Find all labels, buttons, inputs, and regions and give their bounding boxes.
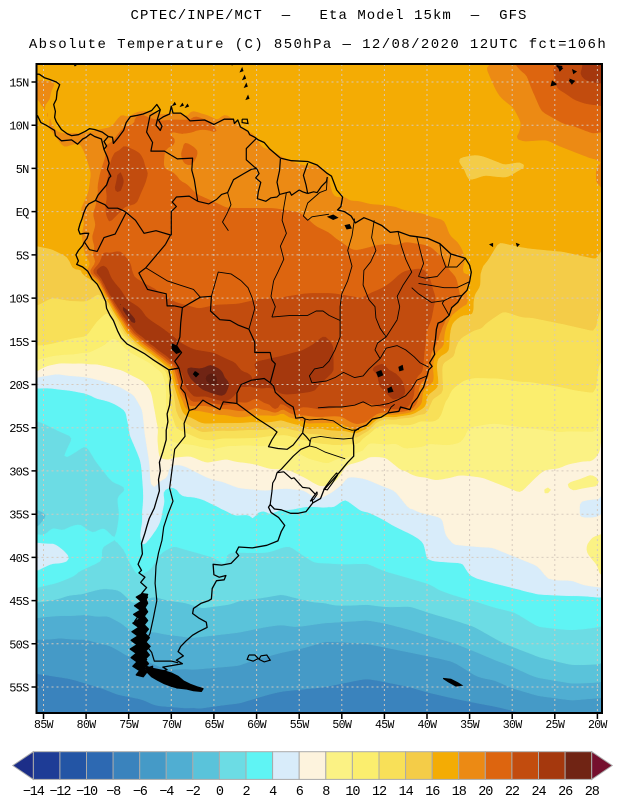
svg-text:6: 6 bbox=[296, 785, 304, 800]
svg-text:5S: 5S bbox=[16, 249, 29, 263]
svg-text:−10: −10 bbox=[76, 785, 98, 800]
svg-text:40S: 40S bbox=[9, 552, 29, 566]
svg-text:22: 22 bbox=[505, 785, 520, 800]
svg-text:Absolute Temperature (C) 850hP: Absolute Temperature (C) 850hPa — 12/08/… bbox=[29, 37, 607, 53]
svg-text:10S: 10S bbox=[9, 293, 29, 307]
svg-text:70W: 70W bbox=[162, 719, 182, 732]
svg-text:30S: 30S bbox=[9, 465, 29, 479]
svg-text:2: 2 bbox=[242, 785, 250, 800]
svg-text:80W: 80W bbox=[77, 719, 97, 732]
svg-text:65W: 65W bbox=[204, 719, 224, 732]
svg-text:5N: 5N bbox=[16, 163, 29, 177]
svg-text:10N: 10N bbox=[9, 120, 29, 134]
svg-text:4: 4 bbox=[269, 785, 277, 800]
svg-text:50W: 50W bbox=[332, 719, 352, 732]
svg-text:−4: −4 bbox=[159, 785, 174, 800]
svg-text:−6: −6 bbox=[133, 785, 148, 800]
svg-text:12: 12 bbox=[372, 785, 387, 800]
svg-text:75W: 75W bbox=[119, 719, 139, 732]
svg-text:−14: −14 bbox=[23, 785, 45, 800]
svg-text:45W: 45W bbox=[375, 719, 395, 732]
svg-text:40W: 40W bbox=[418, 719, 438, 732]
svg-text:24: 24 bbox=[531, 785, 546, 800]
svg-text:30W: 30W bbox=[503, 719, 523, 732]
svg-text:8: 8 bbox=[322, 785, 330, 800]
svg-text:0: 0 bbox=[216, 785, 224, 800]
svg-text:20: 20 bbox=[478, 785, 493, 800]
svg-text:28: 28 bbox=[585, 785, 600, 800]
svg-text:20W: 20W bbox=[588, 719, 608, 732]
svg-text:−8: −8 bbox=[106, 785, 121, 800]
svg-text:CPTEC/INPE/MCT — Eta Model: CPTEC/INPE/MCT — Eta Model 15km — GFS bbox=[131, 8, 528, 24]
svg-text:−2: −2 bbox=[186, 785, 201, 800]
svg-text:45S: 45S bbox=[9, 595, 29, 609]
svg-text:20S: 20S bbox=[9, 379, 29, 393]
svg-text:18: 18 bbox=[452, 785, 467, 800]
svg-text:−12: −12 bbox=[49, 785, 71, 800]
svg-text:26: 26 bbox=[558, 785, 573, 800]
svg-text:60W: 60W bbox=[247, 719, 267, 732]
svg-text:15S: 15S bbox=[9, 336, 29, 350]
svg-text:25S: 25S bbox=[9, 422, 29, 436]
svg-text:25W: 25W bbox=[545, 719, 565, 732]
svg-text:85W: 85W bbox=[34, 719, 54, 732]
svg-text:16: 16 bbox=[425, 785, 440, 800]
svg-text:EQ: EQ bbox=[16, 206, 29, 220]
svg-text:55W: 55W bbox=[290, 719, 310, 732]
svg-text:50S: 50S bbox=[9, 638, 29, 652]
svg-text:55S: 55S bbox=[9, 682, 29, 696]
svg-text:35S: 35S bbox=[9, 509, 29, 523]
svg-text:35W: 35W bbox=[460, 719, 480, 732]
svg-text:10: 10 bbox=[345, 785, 360, 800]
svg-text:14: 14 bbox=[399, 785, 414, 800]
svg-text:15N: 15N bbox=[9, 77, 29, 91]
